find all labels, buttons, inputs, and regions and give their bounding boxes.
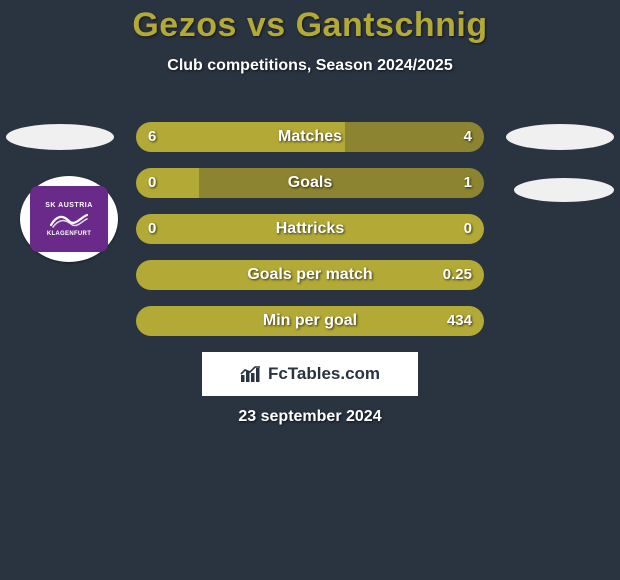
bar-segment-right [345, 122, 484, 152]
bar-segment-left [136, 214, 484, 244]
bar-segment-left [136, 260, 484, 290]
club-badge: SK AUSTRIA KLAGENFURT [20, 176, 118, 262]
bar-segment-right [199, 168, 484, 198]
bar-track [136, 122, 484, 152]
bar-row: Min per goal434 [136, 306, 484, 336]
bar-row: Hattricks00 [136, 214, 484, 244]
club-badge-line1: SK AUSTRIA [45, 202, 93, 209]
bar-segment-left [136, 122, 345, 152]
club-badge-emblem-icon [49, 211, 89, 229]
player-slot-top-right [506, 124, 614, 150]
club-badge-line2: KLAGENFURT [47, 231, 91, 237]
club-badge-inner: SK AUSTRIA KLAGENFURT [30, 186, 108, 252]
bar-segment-left [136, 168, 199, 198]
player-slot-right [514, 178, 614, 202]
comparison-infographic: Gezos vs Gantschnig Club competitions, S… [0, 0, 620, 580]
bar-track [136, 168, 484, 198]
bar-row: Goals01 [136, 168, 484, 198]
bar-track [136, 260, 484, 290]
page-title: Gezos vs Gantschnig [0, 0, 620, 45]
bar-row: Matches64 [136, 122, 484, 152]
bar-row: Goals per match0.25 [136, 260, 484, 290]
bar-track [136, 306, 484, 336]
bar-track [136, 214, 484, 244]
brand-text: FcTables.com [268, 364, 380, 384]
comparison-bars: Matches64 Goals01 Hattricks00 Goals per mat… [136, 122, 484, 352]
player-slot-top-left [6, 124, 114, 150]
bar-segment-left [136, 306, 484, 336]
date-label: 23 september 2024 [0, 408, 620, 426]
brand-chart-icon [240, 365, 262, 383]
page-subtitle: Club competitions, Season 2024/2025 [0, 57, 620, 75]
brand-box: FcTables.com [202, 352, 418, 396]
